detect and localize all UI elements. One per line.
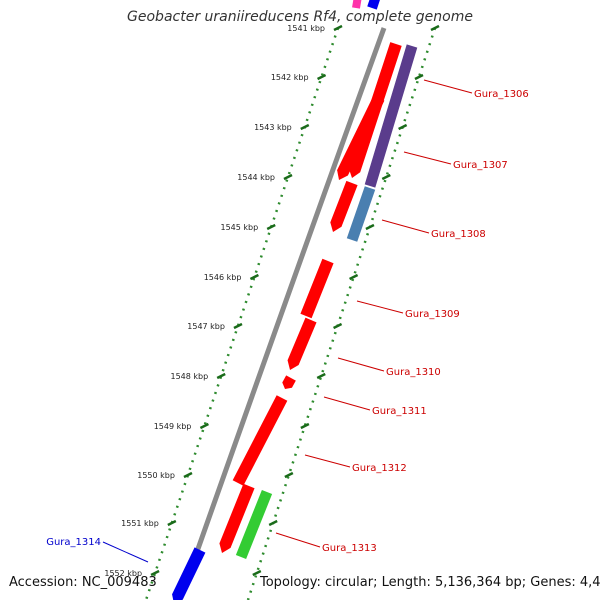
tick-mark-inner xyxy=(199,422,209,430)
tick-label: 1550 kbp xyxy=(137,471,175,480)
gene-label-leader xyxy=(403,151,452,165)
gene-label-leader xyxy=(304,454,351,468)
gene-arrow-red[interactable] xyxy=(330,180,358,232)
gene-label-leader xyxy=(423,79,473,94)
gene-arrow-red[interactable] xyxy=(282,375,296,389)
tick-mark-inner xyxy=(316,73,327,81)
tick-label: 1542 kbp xyxy=(271,73,309,82)
gene-label-leader xyxy=(102,541,149,563)
gene-label-gura-1313[interactable]: Gura_1313 xyxy=(322,543,377,554)
tick-label: 1549 kbp xyxy=(154,422,192,431)
tick-mark-inner xyxy=(167,519,177,527)
gene-label-gura-1307[interactable]: Gura_1307 xyxy=(453,160,508,171)
tick-label: 1548 kbp xyxy=(170,372,208,381)
tick-mark-inner xyxy=(300,123,310,131)
gene-arrow-partial-blue[interactable] xyxy=(367,0,380,10)
tick-label: 1551 kbp xyxy=(121,519,159,528)
gene-labels: Gura_1306 Gura_1307 Gura_1308 Gura_1309 Gura… xyxy=(46,79,529,563)
tick-label: 1543 kbp xyxy=(254,123,292,132)
tick-mark-inner xyxy=(283,173,293,181)
tick-label: 1544 kbp xyxy=(237,173,275,182)
gene-label-gura-1309[interactable]: Gura_1309 xyxy=(405,309,460,320)
tick-mark-outer xyxy=(284,471,294,479)
tick-mark-outer xyxy=(414,73,424,81)
tick-mark-inner xyxy=(249,273,259,281)
gene-label-gura-1308[interactable]: Gura_1308 xyxy=(431,229,486,240)
gene-arrow-red[interactable] xyxy=(287,317,317,370)
gene-arrow-partial-pink[interactable] xyxy=(352,0,362,9)
gene-label-gura-1314[interactable]: Gura_1314 xyxy=(46,537,101,548)
tick-mark-inner xyxy=(183,471,193,479)
tick-label: 1545 kbp xyxy=(220,223,258,232)
position-ticks: 1541 kbp 1542 kbp 1543 kbp 1544 kbp 1545 kbp… xyxy=(104,24,440,578)
gene-arrow-purple[interactable] xyxy=(364,44,418,188)
gene-label-leader xyxy=(356,300,404,314)
tick-mark-inner xyxy=(233,322,243,330)
tick-mark-inner xyxy=(266,223,276,231)
tick-mark-inner xyxy=(150,569,160,577)
tick-mark-outer xyxy=(398,123,408,131)
tick-label: 1552 kbp xyxy=(104,569,142,578)
tick-label: 1541 kbp xyxy=(287,24,325,33)
tick-label: 1546 kbp xyxy=(204,273,242,282)
gene-arrow-blue[interactable] xyxy=(172,547,206,600)
gene-label-gura-1306[interactable]: Gura_1306 xyxy=(474,89,529,100)
gene-label-leader xyxy=(323,396,371,411)
gene-label-leader xyxy=(275,532,321,548)
gene-arrow-red[interactable] xyxy=(232,395,288,486)
tick-mark-outer xyxy=(349,273,359,281)
gene-label-leader xyxy=(381,219,430,234)
tick-mark-outer xyxy=(430,24,440,32)
genome-title: Geobacter uraniireducens Rf4, complete g… xyxy=(127,9,473,25)
tick-mark-outer xyxy=(268,519,278,527)
tick-mark-outer xyxy=(252,569,262,577)
tick-mark-outer xyxy=(365,223,375,231)
genome-backbone xyxy=(177,27,387,600)
gene-arrow-red[interactable] xyxy=(300,258,334,319)
gene-arrow-green[interactable] xyxy=(235,489,273,560)
tick-mark-inner xyxy=(333,24,343,32)
gene-label-gura-1310[interactable]: Gura_1310 xyxy=(386,367,441,378)
gene-label-gura-1312[interactable]: Gura_1312 xyxy=(352,463,407,474)
tick-mark-outer xyxy=(333,322,343,330)
gene-track xyxy=(172,0,418,600)
gene-label-gura-1311[interactable]: Gura_1311 xyxy=(372,406,427,417)
tick-mark-outer xyxy=(381,173,391,181)
tick-label: 1547 kbp xyxy=(187,322,225,331)
accession-text: Accession: NC_009483 xyxy=(9,575,157,590)
gene-arrow-red[interactable] xyxy=(337,95,385,180)
tick-mark-outer xyxy=(300,422,310,430)
gene-arrow-red[interactable] xyxy=(219,483,255,553)
gene-label-leader xyxy=(337,357,385,372)
gene-arrow-steelblue[interactable] xyxy=(346,186,376,242)
tick-mark-outer xyxy=(316,372,326,380)
tick-mark-inner xyxy=(216,372,226,380)
topology-text: Topology: circular; Length: 5,136,364 bp… xyxy=(260,575,600,590)
